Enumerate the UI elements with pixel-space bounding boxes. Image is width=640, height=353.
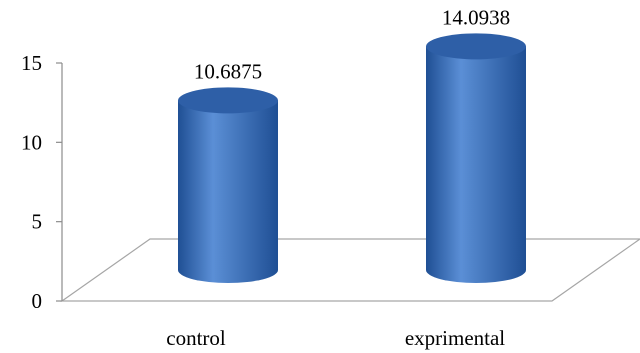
bars-group: 10.6875 14.0938 <box>178 5 526 283</box>
y-tick-label: 5 <box>32 210 43 234</box>
y-axis-ticks: 0 5 10 15 <box>21 51 62 313</box>
bar-top <box>178 87 278 114</box>
y-tick-label: 0 <box>32 289 43 313</box>
y-tick-label: 10 <box>21 130 42 154</box>
data-label: 14.0938 <box>442 5 510 29</box>
y-tick-label: 15 <box>21 51 42 75</box>
category-label-exprimental: exprimental <box>405 326 505 350</box>
bar-exprimental: 14.0938 <box>426 5 526 283</box>
category-label-control: control <box>166 326 226 350</box>
bar-control: 10.6875 <box>178 59 278 283</box>
y-axis: 0 5 10 15 <box>21 51 63 313</box>
data-label: 10.6875 <box>194 59 262 83</box>
bar-body <box>178 100 278 283</box>
bar-body <box>426 46 526 283</box>
category-labels: control exprimental <box>166 326 505 350</box>
floor-plane <box>60 238 640 302</box>
bar-top <box>426 33 526 60</box>
chart-floor <box>60 238 640 302</box>
